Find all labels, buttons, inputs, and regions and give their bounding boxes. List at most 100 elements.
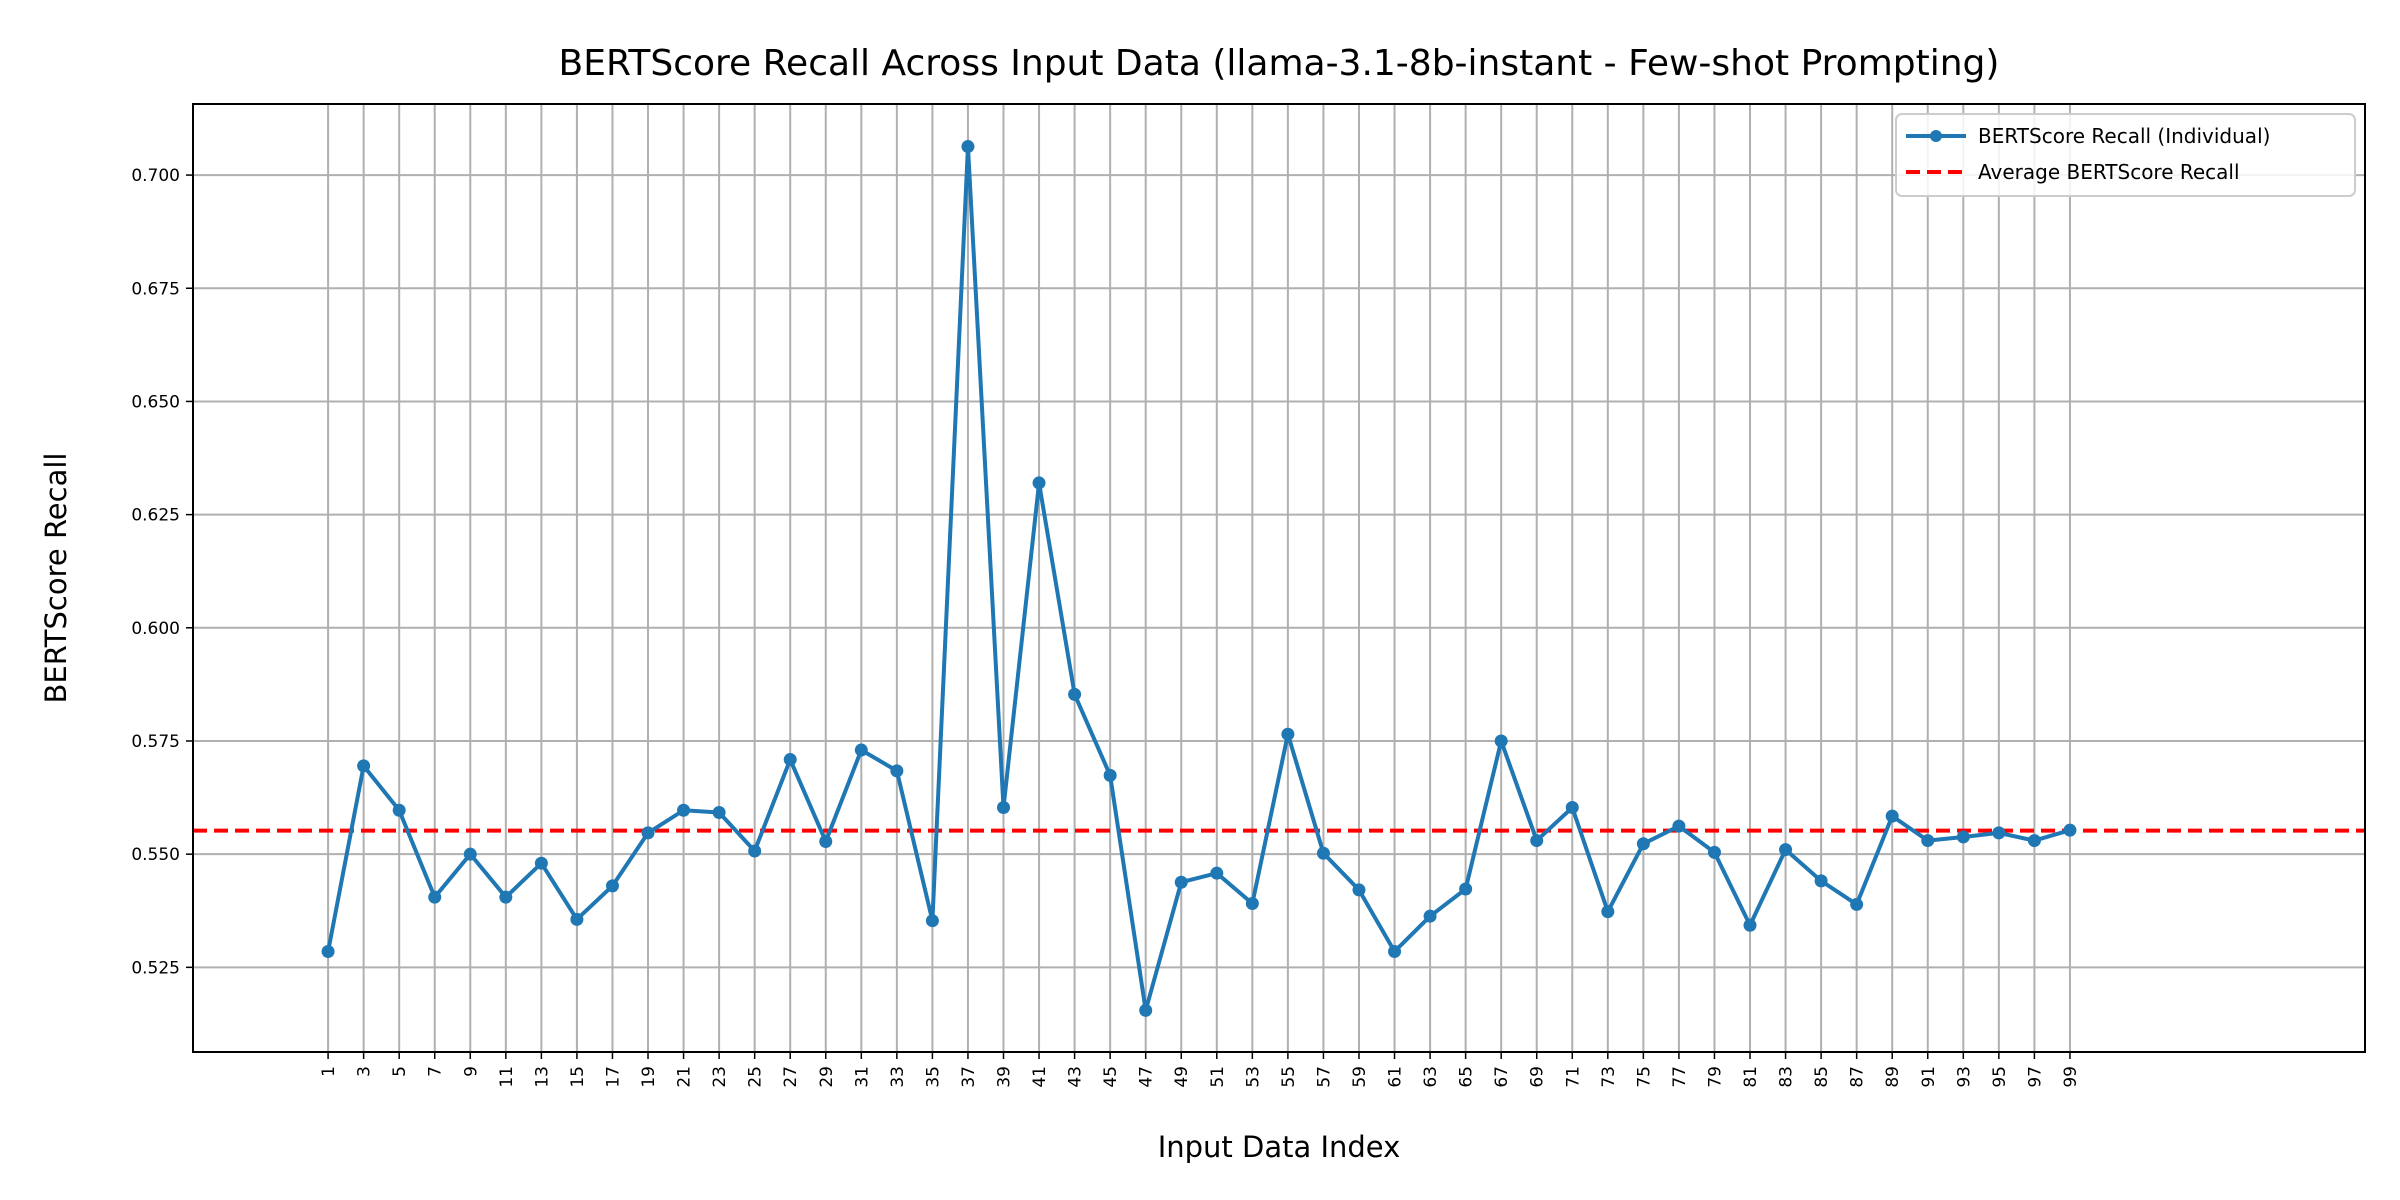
x-tick-label: 81: [1741, 1066, 1761, 1088]
data-point: [819, 834, 833, 848]
data-point: [1494, 734, 1508, 748]
x-tick-label: 27: [781, 1066, 801, 1088]
data-point: [1245, 897, 1259, 911]
x-tick-label: 75: [1634, 1066, 1654, 1088]
x-tick-label: 39: [995, 1066, 1015, 1088]
data-point: [783, 753, 797, 767]
x-tick-label: 45: [1101, 1066, 1121, 1088]
x-tick-label: 89: [1883, 1066, 1903, 1088]
data-point: [1743, 918, 1757, 932]
data-point: [1672, 819, 1686, 833]
x-tick-label: 91: [1919, 1066, 1939, 1088]
x-tick-label: 85: [1812, 1066, 1832, 1088]
data-point: [321, 944, 335, 958]
x-tick-label: 33: [888, 1066, 908, 1088]
data-point: [463, 847, 477, 861]
x-tick-label: 99: [2061, 1066, 2081, 1088]
x-tick-label: 7: [426, 1066, 446, 1077]
x-tick-label: 53: [1243, 1066, 1263, 1088]
y-tick-label: 0.550: [131, 845, 180, 865]
x-tick-label: 17: [603, 1066, 623, 1088]
x-tick-label: 59: [1350, 1066, 1370, 1088]
data-point: [1921, 834, 1935, 848]
data-point: [1707, 845, 1721, 859]
data-point: [854, 743, 868, 757]
x-tick-label: 3: [355, 1066, 375, 1077]
data-point: [605, 879, 619, 893]
data-point: [1530, 834, 1544, 848]
data-point: [677, 803, 691, 817]
x-tick-label: 73: [1599, 1066, 1619, 1088]
series-group: [326, 144, 2071, 1013]
data-point: [499, 890, 513, 904]
x-tick-label: 13: [532, 1066, 552, 1088]
gridlines: [193, 104, 2365, 1052]
y-ticks: 0.525 0.550 0.575 0.600 0.625 0.650 0.675 0.700: [131, 166, 193, 978]
data-point: [890, 764, 904, 778]
y-tick-label: 0.625: [131, 506, 180, 526]
data-point: [570, 912, 584, 926]
data-point: [925, 914, 939, 928]
x-tick-label: 5: [390, 1066, 410, 1077]
legend-label-series: BERTScore Recall (Individual): [1978, 124, 2270, 148]
data-point: [1032, 476, 1046, 490]
data-point: [1281, 727, 1295, 741]
x-tick-label: 43: [1066, 1066, 1086, 1088]
x-tick-label: 77: [1670, 1066, 1690, 1088]
x-tick-label: 61: [1386, 1066, 1406, 1088]
y-tick-label: 0.675: [131, 279, 180, 299]
x-tick-label: 21: [675, 1066, 695, 1088]
chart-title: BERTScore Recall Across Input Data (llam…: [559, 43, 2000, 84]
x-tick-label: 57: [1314, 1066, 1334, 1088]
x-tick-label: 37: [959, 1066, 979, 1088]
x-tick-label: 29: [817, 1066, 837, 1088]
x-tick-label: 95: [1990, 1066, 2010, 1088]
x-tick-label: 87: [1848, 1066, 1868, 1088]
y-axis-label: BERTScore Recall: [39, 453, 73, 704]
data-point: [1139, 1003, 1153, 1017]
data-point: [1850, 897, 1864, 911]
legend: BERTScore Recall (Individual) Average BE…: [1895, 113, 2356, 197]
legend-box: [1895, 113, 2356, 197]
x-ticks: 1 3 5 7 9 11 13 15 17 19 21 23 25 27 29 31 33 35 37 39 41 43 4…: [319, 1052, 2081, 1088]
data-points: [321, 140, 2077, 1017]
legend-label-average: Average BERTScore Recall: [1978, 160, 2240, 184]
x-tick-label: 25: [746, 1066, 766, 1088]
x-tick-label: 79: [1705, 1066, 1725, 1088]
x-tick-label: 65: [1457, 1066, 1477, 1088]
data-point: [748, 844, 762, 858]
data-point: [1814, 874, 1828, 888]
data-point: [1885, 809, 1899, 823]
x-tick-label: 9: [461, 1066, 481, 1077]
x-tick-label: 63: [1421, 1066, 1441, 1088]
data-point: [1068, 687, 1082, 701]
data-point: [1565, 801, 1579, 815]
x-tick-label: 51: [1208, 1066, 1228, 1088]
y-tick-label: 0.525: [131, 958, 180, 978]
data-point: [1210, 866, 1224, 880]
data-point: [534, 856, 548, 870]
data-point: [1423, 909, 1437, 923]
legend-swatch-series-marker: [1930, 130, 1942, 142]
x-tick-label: 97: [2025, 1066, 2045, 1088]
x-tick-label: 49: [1172, 1066, 1192, 1088]
data-point: [1601, 905, 1615, 919]
data-point: [1636, 837, 1650, 851]
x-tick-label: 55: [1279, 1066, 1299, 1088]
data-point: [1352, 883, 1366, 897]
data-point: [712, 806, 726, 820]
y-tick-label: 0.600: [131, 619, 180, 639]
series-line: [326, 144, 2071, 1013]
x-tick-label: 35: [923, 1066, 943, 1088]
data-point: [1388, 944, 1402, 958]
data-point: [1956, 830, 1970, 844]
data-point: [2027, 834, 2041, 848]
x-tick-label: 11: [497, 1066, 517, 1088]
data-point: [1103, 768, 1117, 782]
x-tick-label: 47: [1137, 1066, 1157, 1088]
x-axis-label: Input Data Index: [1158, 1130, 1401, 1164]
x-tick-label: 15: [568, 1066, 588, 1088]
y-tick-label: 0.575: [131, 732, 180, 752]
x-tick-label: 41: [1030, 1066, 1050, 1088]
